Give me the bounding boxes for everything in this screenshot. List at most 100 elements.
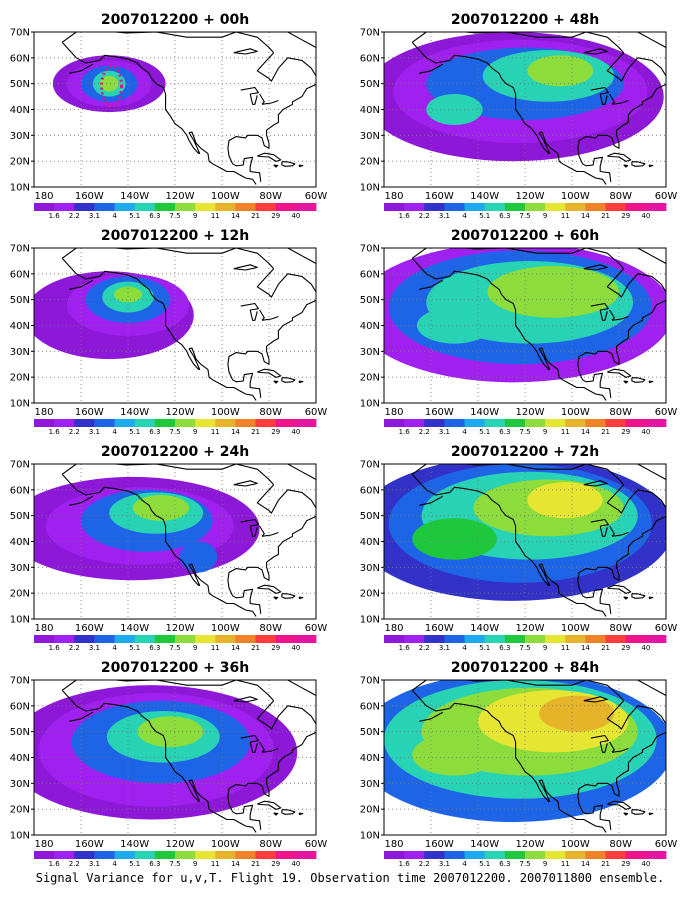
colorbar-label: 6.3	[149, 860, 160, 868]
lon-tick-label: 60W	[655, 191, 678, 202]
lon-tick-label: 60W	[305, 191, 328, 202]
lon-tick-label: 140W	[120, 191, 149, 202]
colorbar-label: 2.2	[419, 860, 430, 868]
colorbar-swatch	[34, 851, 55, 859]
map-panel-p24: 2007012200 + 24h 10N 20N 30N 40N 50N 60N 70N 180…	[10, 444, 328, 652]
colorbar-label: 14	[581, 860, 590, 868]
colorbar-label: 29	[621, 644, 630, 652]
colorbar-swatch	[114, 851, 136, 859]
colorbar-label: 14	[231, 644, 240, 652]
colorbar-swatch	[504, 851, 526, 859]
lat-tick-label: 40N	[10, 753, 30, 764]
colorbar-label: 11	[561, 860, 570, 868]
colorbar-swatch	[545, 203, 566, 211]
colorbar-label: 2.2	[419, 428, 430, 436]
colorbar-swatch	[54, 635, 75, 643]
lon-tick-label: 160W	[425, 407, 454, 418]
map-panel-p60: 2007012200 + 60h 10N 20N 30N 40N 50N 60N 70N 180…	[360, 228, 678, 436]
colorbar-label: 40	[641, 212, 650, 220]
colorbar-swatch	[464, 635, 486, 643]
colorbar-swatch	[645, 635, 667, 643]
lon-tick-label: 180	[384, 623, 403, 634]
colorbar-swatch	[275, 851, 297, 859]
colorbar: 1.6 2.2 3.1 4 5.1 6.3 7.5 9 11 14 21 29 40	[34, 851, 317, 868]
colorbar-swatch	[255, 203, 277, 211]
colorbar-swatch	[34, 419, 55, 427]
lon-tick-label: 100W	[561, 839, 590, 850]
coastlines	[61, 680, 316, 833]
colorbar-label: 5.1	[479, 212, 490, 220]
lat-tick-label: 20N	[10, 373, 30, 384]
lon-tick-label: 180	[384, 407, 403, 418]
grid-lines	[384, 32, 666, 187]
colorbar-label: 3.1	[439, 212, 450, 220]
map-panel-p12: 2007012200 + 12h 10N 20N 30N 40N 50N 60N 70N 180…	[10, 228, 328, 436]
lon-tick-label: 80W	[609, 623, 632, 634]
colorbar-swatch	[215, 419, 236, 427]
lat-tick-label: 40N	[360, 321, 380, 332]
colorbar-swatch	[484, 419, 506, 427]
colorbar-swatch	[565, 635, 586, 643]
lon-tick-label: 60W	[305, 623, 328, 634]
variance-shading	[384, 680, 666, 823]
colorbar-swatch	[34, 635, 55, 643]
colorbar-label: 40	[291, 644, 300, 652]
lat-tick-label: 70N	[360, 460, 380, 471]
colorbar-swatch	[94, 635, 115, 643]
colorbar-swatch	[94, 851, 115, 859]
lat-tick-label: 50N	[10, 79, 30, 90]
colorbar: 1.6 2.2 3.1 4 5.1 6.3 7.5 9 11 14 21 29 40	[34, 203, 317, 220]
lon-tick-label: 160W	[425, 191, 454, 202]
variance-contour	[412, 518, 497, 560]
map-panel-p36: 2007012200 + 36h 10N 20N 30N 40N 50N 60N 70N 180…	[10, 660, 328, 868]
lat-tick-label: 60N	[360, 701, 380, 712]
colorbar-label: 3.1	[89, 212, 100, 220]
panel-title: 2007012200 + 84h	[451, 660, 599, 676]
colorbar-swatch	[175, 635, 196, 643]
lon-tick-label: 120W	[166, 407, 195, 418]
colorbar-label: 3.1	[89, 428, 100, 436]
colorbar-swatch	[384, 851, 405, 859]
lon-tick-label: 80W	[259, 407, 282, 418]
colorbar-swatch	[545, 851, 566, 859]
colorbar-label: 9	[193, 428, 197, 436]
lon-tick-label: 60W	[305, 839, 328, 850]
lat-tick-label: 20N	[360, 157, 380, 168]
colorbar: 1.6 2.2 3.1 4 5.1 6.3 7.5 9 11 14 21 29 40	[34, 419, 317, 436]
colorbar-swatch	[295, 419, 317, 427]
colorbar-label: 2.2	[419, 644, 430, 652]
lat-tick-label: 30N	[360, 347, 380, 358]
colorbar-swatch	[34, 203, 55, 211]
lat-tick-label: 10N	[360, 399, 380, 410]
colorbar-swatch	[235, 203, 256, 211]
colorbar-label: 29	[271, 644, 280, 652]
colorbar-label: 1.6	[49, 212, 61, 220]
colorbar-label: 29	[621, 212, 630, 220]
colorbar-label: 29	[271, 212, 280, 220]
lat-tick-label: 70N	[360, 244, 380, 255]
colorbar-swatch	[134, 851, 156, 859]
colorbar-swatch	[605, 851, 627, 859]
lat-tick-label: 30N	[10, 347, 30, 358]
colorbar-label: 3.1	[89, 644, 100, 652]
colorbar-swatch	[255, 635, 277, 643]
lat-tick-label: 70N	[10, 460, 30, 471]
colorbar-label: 11	[561, 212, 570, 220]
colorbar-swatch	[464, 851, 486, 859]
lat-tick-label: 70N	[10, 244, 30, 255]
colorbar-label: 3.1	[439, 644, 450, 652]
colorbar-label: 6.3	[499, 644, 510, 652]
coastlines	[411, 680, 666, 833]
lat-tick-label: 40N	[360, 105, 380, 116]
colorbar-swatch	[74, 635, 95, 643]
coastlines	[411, 248, 666, 401]
colorbar-swatch	[504, 635, 526, 643]
variance-contour	[412, 734, 497, 776]
grid-lines	[384, 248, 666, 403]
lon-tick-label: 140W	[120, 839, 149, 850]
lon-tick-label: 80W	[259, 839, 282, 850]
colorbar: 1.6 2.2 3.1 4 5.1 6.3 7.5 9 11 14 21 29 40	[384, 635, 667, 652]
lon-tick-label: 60W	[655, 407, 678, 418]
lat-tick-label: 50N	[10, 295, 30, 306]
colorbar-label: 29	[271, 428, 280, 436]
